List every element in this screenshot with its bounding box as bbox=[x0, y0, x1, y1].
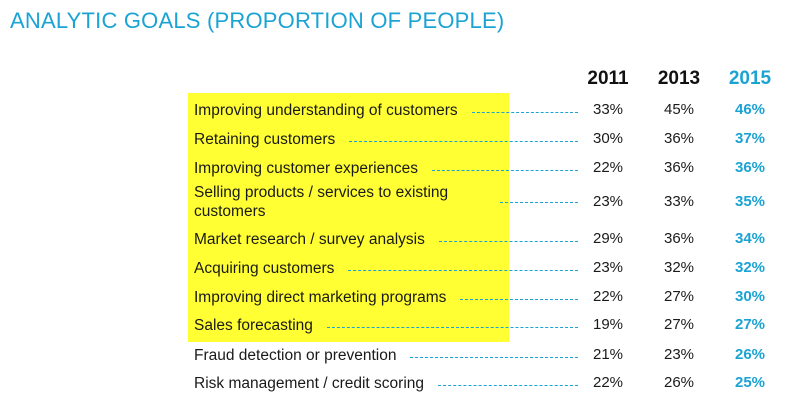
row-label: Retaining customers bbox=[194, 130, 336, 148]
leader-line bbox=[410, 357, 578, 358]
leader-line bbox=[471, 112, 578, 113]
value-2013: 36% bbox=[663, 230, 695, 247]
value-2011: 30% bbox=[592, 130, 624, 147]
value-2015: 32% bbox=[734, 259, 766, 276]
value-2011: 22% bbox=[592, 159, 624, 176]
row-label: Market research / survey analysis bbox=[194, 230, 425, 248]
value-2015: 37% bbox=[734, 130, 766, 147]
column-header-2011: 2011 bbox=[587, 68, 629, 89]
value-2015: 26% bbox=[734, 346, 766, 363]
value-2013: 27% bbox=[663, 316, 695, 333]
value-2011: 23% bbox=[592, 259, 624, 276]
leader-line bbox=[500, 202, 578, 203]
value-2011: 22% bbox=[592, 288, 624, 305]
row-label: Sales forecasting bbox=[194, 316, 313, 334]
row-label: Improving understanding of customers bbox=[194, 101, 458, 119]
value-2011: 33% bbox=[592, 101, 624, 118]
value-2013: 23% bbox=[663, 346, 695, 363]
value-2015: 36% bbox=[734, 159, 766, 176]
value-2013: 32% bbox=[663, 259, 695, 276]
value-2013: 45% bbox=[663, 101, 695, 118]
row-label: Fraud detection or prevention bbox=[194, 346, 397, 364]
leader-line bbox=[438, 241, 578, 242]
column-header-2015: 2015 bbox=[728, 68, 772, 89]
row-label: Acquiring customers bbox=[194, 259, 335, 277]
leader-line bbox=[432, 170, 578, 171]
leader-line bbox=[438, 385, 578, 386]
value-2013: 33% bbox=[663, 193, 695, 210]
value-2015: 46% bbox=[734, 101, 766, 118]
value-2013: 36% bbox=[663, 130, 695, 147]
leader-line bbox=[349, 141, 578, 142]
value-2013: 27% bbox=[663, 288, 695, 305]
value-2015: 30% bbox=[734, 288, 766, 305]
value-2011: 29% bbox=[592, 230, 624, 247]
row-label: Risk management / credit scoring bbox=[194, 374, 425, 392]
value-2015: 25% bbox=[734, 374, 766, 391]
value-2011: 23% bbox=[592, 193, 624, 210]
leader-line bbox=[326, 327, 578, 328]
row-label: Selling products / services to existing … bbox=[194, 184, 449, 220]
row-label: Improving customer experiences bbox=[194, 159, 418, 177]
leader-line bbox=[460, 299, 578, 300]
row-label: Improving direct marketing programs bbox=[194, 288, 447, 306]
value-2015: 35% bbox=[734, 193, 766, 210]
highlight-band bbox=[188, 93, 509, 342]
chart-title: ANALYTIC GOALS (PROPORTION OF PEOPLE) bbox=[10, 8, 505, 33]
column-header-2013: 2013 bbox=[657, 68, 701, 89]
value-2015: 34% bbox=[734, 230, 766, 247]
value-2011: 22% bbox=[592, 374, 624, 391]
value-2011: 21% bbox=[592, 346, 624, 363]
value-2011: 19% bbox=[592, 316, 624, 333]
leader-line bbox=[348, 270, 578, 271]
value-2013: 26% bbox=[663, 374, 695, 391]
value-2013: 36% bbox=[663, 159, 695, 176]
value-2015: 27% bbox=[734, 316, 766, 333]
